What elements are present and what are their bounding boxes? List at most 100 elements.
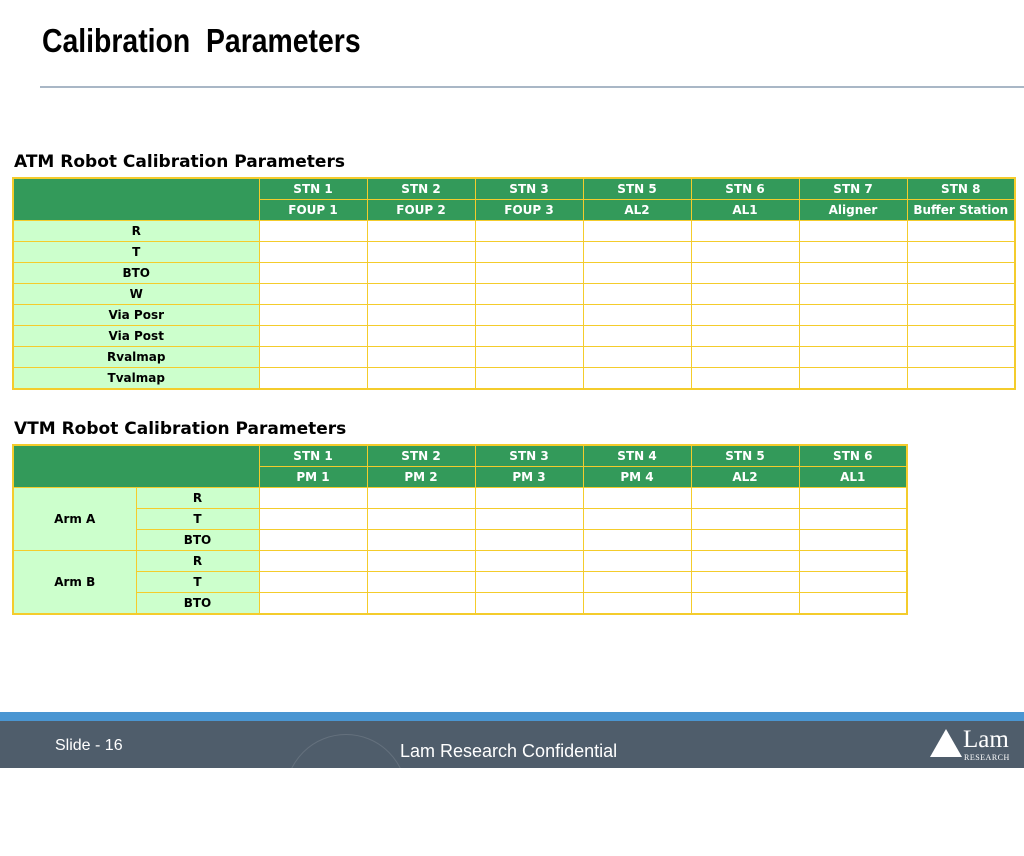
value-cell	[798, 487, 908, 509]
value-cell	[582, 262, 692, 284]
value-cell	[258, 325, 368, 347]
table-row: BTO	[13, 592, 908, 615]
value-cell	[366, 220, 476, 242]
value-cell	[798, 346, 908, 368]
value-cell	[474, 367, 584, 390]
value-cell	[258, 592, 368, 615]
value-cell	[906, 304, 1016, 326]
column-header-station: STN 5	[582, 177, 692, 200]
value-cell	[798, 220, 908, 242]
value-cell	[582, 346, 692, 368]
value-cell	[690, 550, 800, 572]
header-row-locations: FOUP 1 FOUP 2 FOUP 3 AL2 AL1 Aligner Buffer St…	[13, 199, 1016, 221]
table-row: W	[12, 283, 1016, 305]
slide-title: Calibration Parameters	[42, 22, 361, 59]
footer-stripe	[0, 712, 1024, 721]
header-row-stations: STN 1 STN 2 STN 3 STN 5 STN 6 STN 7 STN 8	[12, 177, 1016, 221]
value-cell	[690, 508, 800, 530]
value-cell	[798, 283, 908, 305]
value-cell	[258, 262, 368, 284]
value-cell	[582, 220, 692, 242]
value-cell	[366, 592, 476, 615]
value-cell	[258, 220, 368, 242]
value-cell	[366, 529, 476, 551]
column-header-station: STN 5	[690, 444, 800, 467]
logo-subtext: RESEARCH	[964, 753, 1010, 762]
param-label: R	[135, 550, 260, 572]
row-label: Via Posr	[12, 304, 260, 326]
value-cell	[474, 487, 584, 509]
value-cell	[366, 508, 476, 530]
row-label: Tvalmap	[12, 367, 260, 390]
value-cell	[582, 304, 692, 326]
value-cell	[798, 550, 908, 572]
value-cell	[474, 529, 584, 551]
vtm-table-caption: VTM Robot Calibration Parameters	[14, 419, 347, 439]
column-header-station: STN 6	[690, 177, 800, 200]
value-cell	[474, 592, 584, 615]
logo-triangle-icon	[930, 729, 962, 757]
value-cell	[366, 325, 476, 347]
value-cell	[474, 241, 584, 263]
value-cell	[906, 241, 1016, 263]
column-header-location: FOUP 1	[258, 199, 368, 221]
value-cell	[690, 571, 800, 593]
value-cell	[258, 283, 368, 305]
value-cell	[258, 529, 368, 551]
value-cell	[798, 241, 908, 263]
column-header-module: PM 4	[582, 466, 692, 488]
value-cell	[366, 550, 476, 572]
value-cell	[582, 325, 692, 347]
param-label: T	[135, 571, 260, 593]
column-header-station: STN 3	[474, 177, 584, 200]
row-label: R	[12, 220, 260, 242]
slide-footer: Slide - 16 Lam Research Confidential Lam…	[0, 712, 1024, 856]
header-corner	[12, 177, 260, 221]
column-header-station: STN 1	[258, 444, 368, 467]
table-row: Rvalmap	[12, 346, 1016, 368]
table-row: Tvalmap	[12, 367, 1016, 390]
column-header-station: STN 4	[582, 444, 692, 467]
value-cell	[474, 550, 584, 572]
column-header-station: STN 3	[474, 444, 584, 467]
logo-wordmark: Lam	[963, 726, 1009, 753]
value-cell	[798, 592, 908, 615]
value-cell	[366, 283, 476, 305]
arm-label: Arm A	[12, 487, 137, 551]
value-cell	[906, 325, 1016, 347]
value-cell	[258, 241, 368, 263]
value-cell	[798, 367, 908, 390]
row-label: Rvalmap	[12, 346, 260, 368]
value-cell	[258, 571, 368, 593]
value-cell	[582, 508, 692, 530]
value-cell	[474, 283, 584, 305]
value-cell	[582, 529, 692, 551]
atm-calibration-table: STN 1 STN 2 STN 3 STN 5 STN 6 STN 7 STN 8 FOUP …	[12, 177, 1016, 390]
column-header-module: AL2	[690, 466, 800, 488]
table-row: T	[13, 571, 908, 593]
value-cell	[474, 304, 584, 326]
value-cell	[258, 367, 368, 390]
value-cell	[258, 550, 368, 572]
column-header-location: AL2	[582, 199, 692, 221]
value-cell	[366, 262, 476, 284]
value-cell	[798, 508, 908, 530]
value-cell	[906, 262, 1016, 284]
value-cell	[582, 550, 692, 572]
column-header-station: STN 2	[366, 177, 476, 200]
column-header-module: PM 2	[366, 466, 476, 488]
arm-label: Arm B	[12, 550, 137, 615]
value-cell	[690, 367, 800, 390]
value-cell	[258, 508, 368, 530]
value-cell	[366, 346, 476, 368]
value-cell	[474, 346, 584, 368]
value-cell	[798, 325, 908, 347]
column-header-module: AL1	[798, 466, 908, 488]
value-cell	[582, 367, 692, 390]
value-cell	[474, 220, 584, 242]
value-cell	[582, 487, 692, 509]
column-header-module: PM 3	[474, 466, 584, 488]
footer-watermark-circle	[285, 734, 407, 856]
value-cell	[690, 487, 800, 509]
